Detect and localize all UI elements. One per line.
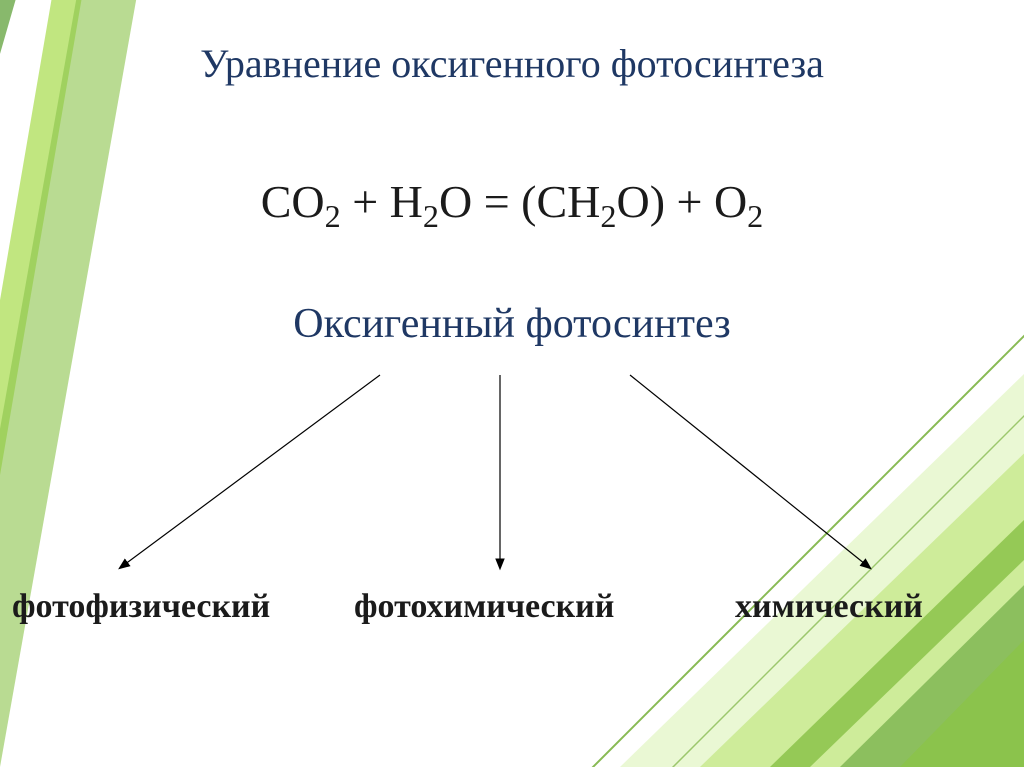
eq-sub: 2 xyxy=(600,198,616,234)
title-text: Уравнение оксигенного фотосинтеза xyxy=(200,41,824,86)
photosynthesis-equation: СО2 + Н2О = (СН2О) + О2 xyxy=(0,175,1024,235)
branch-label: химический xyxy=(735,588,923,626)
branch-label: фотофизический xyxy=(12,588,270,626)
eq-part: СО xyxy=(261,176,325,227)
eq-sub: 2 xyxy=(747,198,763,234)
slide-title: Уравнение оксигенного фотосинтеза xyxy=(0,40,1024,87)
eq-part: + Н xyxy=(341,176,423,227)
branch-label: фотохимический xyxy=(354,588,614,626)
subtitle: Оксигенный фотосинтез xyxy=(0,300,1024,348)
eq-part: О) + О xyxy=(616,176,747,227)
subtitle-text: Оксигенный фотосинтез xyxy=(293,301,730,347)
eq-sub: 2 xyxy=(423,198,439,234)
eq-sub: 2 xyxy=(325,198,341,234)
decor-shape xyxy=(0,0,145,767)
eq-part: О = (СН xyxy=(439,176,600,227)
background-decor xyxy=(0,0,1024,767)
